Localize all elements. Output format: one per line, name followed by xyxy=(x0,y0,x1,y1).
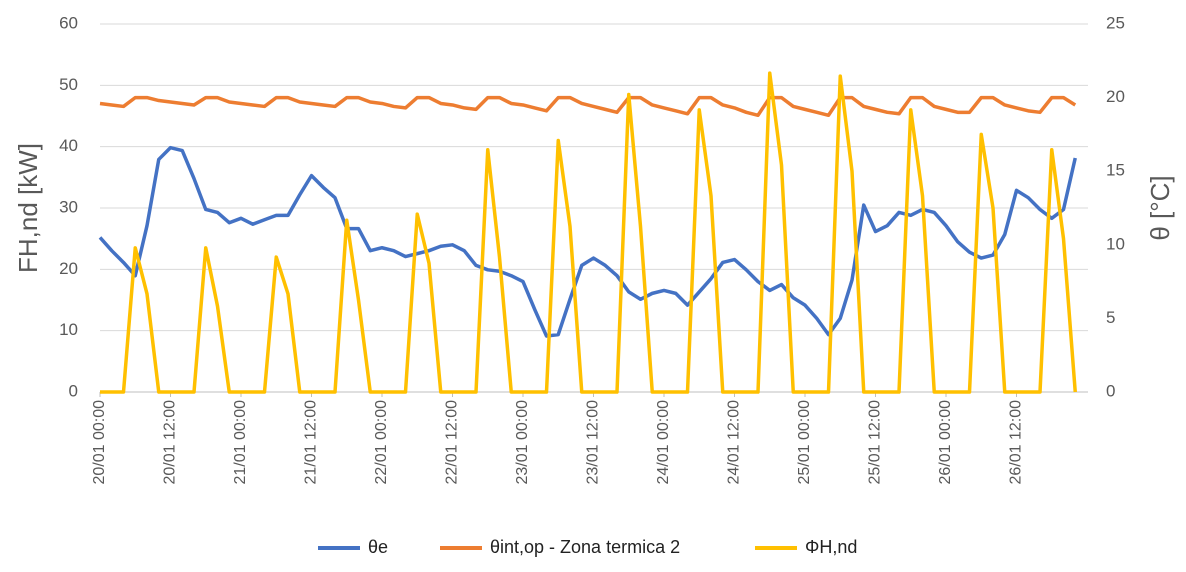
x-tick-label: 20/01 12:00 xyxy=(162,400,179,485)
y2-tick-label: 0 xyxy=(1106,381,1115,400)
x-tick-label: 24/01 00:00 xyxy=(655,400,672,485)
x-tick-label: 21/01 00:00 xyxy=(232,400,249,485)
x-tick-label: 25/01 12:00 xyxy=(867,400,884,485)
y-tick-label: 60 xyxy=(59,13,78,32)
series-line xyxy=(100,71,1077,394)
y-axis-title: FH,nd [kW] xyxy=(13,143,43,273)
legend-label: θint,op - Zona termica 2 xyxy=(490,537,680,557)
x-tick-label: 24/01 12:00 xyxy=(726,400,743,485)
series-line xyxy=(98,145,1077,338)
series-line xyxy=(99,95,1077,118)
y2-tick-label: 25 xyxy=(1106,13,1125,32)
y2-tick-label: 5 xyxy=(1106,308,1115,327)
x-tick-label: 26/01 00:00 xyxy=(937,400,954,485)
y-tick-label: 50 xyxy=(59,75,78,94)
y-tick-label: 0 xyxy=(69,381,78,400)
x-tick-label: 20/01 00:00 xyxy=(91,400,108,485)
y-tick-label: 40 xyxy=(59,136,78,155)
y2-tick-label: 10 xyxy=(1106,234,1125,253)
y-tick-label: 20 xyxy=(59,259,78,278)
y2-tick-label: 15 xyxy=(1106,161,1125,180)
x-tick-label: 25/01 00:00 xyxy=(796,400,813,485)
y-tick-label: 10 xyxy=(59,320,78,339)
x-tick-label: 23/01 00:00 xyxy=(514,400,531,485)
legend-label: θe xyxy=(368,537,388,557)
x-tick-label: 22/01 00:00 xyxy=(373,400,390,485)
y2-axis-title: θ [°C] xyxy=(1145,175,1175,240)
x-tick-label: 23/01 12:00 xyxy=(585,400,602,485)
y2-tick-label: 20 xyxy=(1106,87,1125,106)
x-tick-label: 26/01 12:00 xyxy=(1008,400,1025,485)
x-tick-label: 21/01 12:00 xyxy=(303,400,320,485)
legend-label: ΦH,nd xyxy=(805,537,857,557)
y-tick-label: 30 xyxy=(59,197,78,216)
x-tick-label: 22/01 12:00 xyxy=(444,400,461,485)
